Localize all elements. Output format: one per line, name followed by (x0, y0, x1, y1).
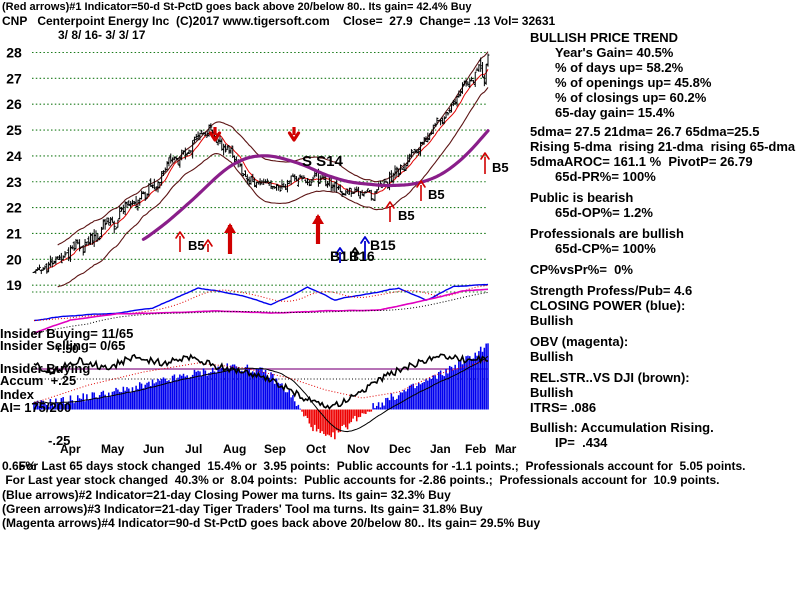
svg-text:S S14: S S14 (302, 153, 344, 170)
svg-text:24: 24 (6, 148, 22, 164)
svg-text:22: 22 (6, 200, 22, 216)
svg-text:26: 26 (6, 96, 22, 112)
svg-text:27: 27 (6, 70, 22, 86)
svg-text:25: 25 (6, 122, 22, 138)
svg-text:19: 19 (6, 277, 22, 293)
svg-text:B5: B5 (398, 208, 415, 223)
svg-text:21: 21 (6, 225, 22, 241)
svg-text:B5: B5 (188, 238, 205, 253)
svg-text:B15: B15 (370, 237, 396, 253)
svg-text:B5: B5 (492, 160, 509, 175)
svg-text:B1: B1 (330, 248, 348, 264)
svg-text:B5: B5 (428, 187, 445, 202)
svg-text:28: 28 (6, 45, 22, 61)
svg-text:23: 23 (6, 174, 22, 190)
svg-text:20: 20 (6, 251, 22, 267)
